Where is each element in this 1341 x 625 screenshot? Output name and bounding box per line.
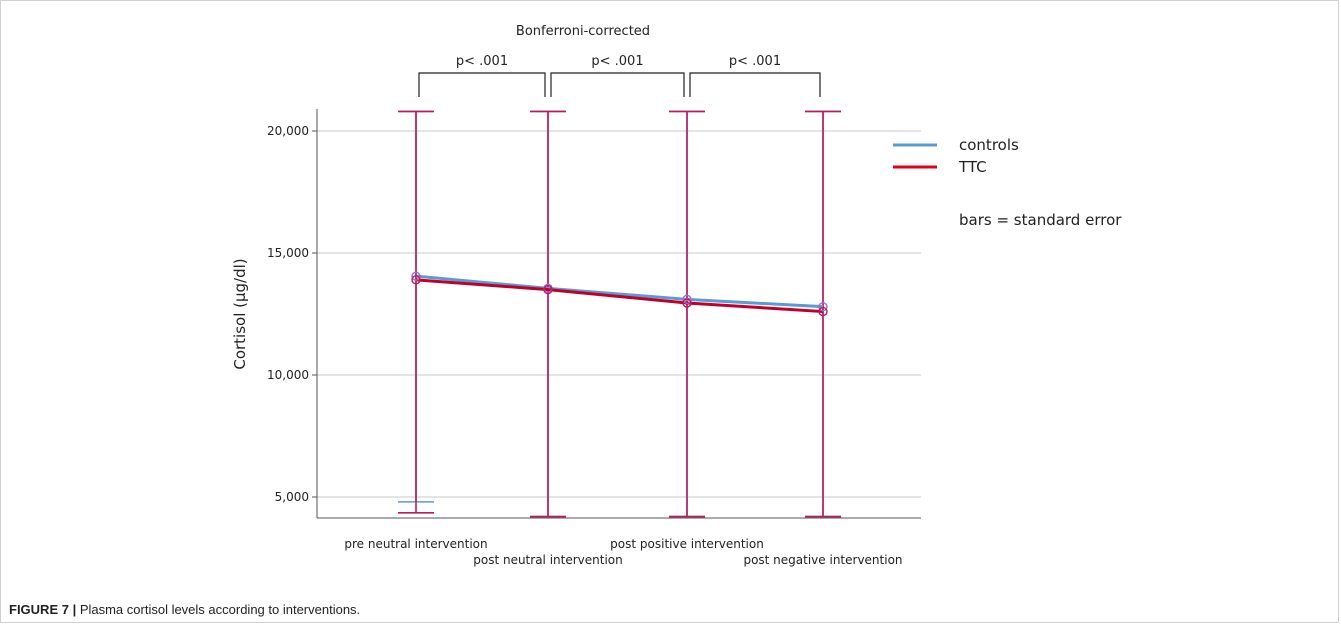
- caption-label: FIGURE 7 |: [9, 602, 77, 617]
- errorbar-layer: [398, 110, 841, 518]
- line-chart: 5,000 10,000 15,000 20,000 pre neutral inter…: [231, 24, 1122, 567]
- series-line-ttc: [415, 278, 824, 314]
- data-point: [818, 306, 828, 317]
- comparison-bracket: [418, 72, 546, 97]
- y-tick-label: 15,000: [267, 246, 309, 260]
- data-point: [682, 298, 692, 308]
- comparison-bracket: [550, 72, 685, 97]
- x-tick-label: pre neutral intervention: [344, 537, 487, 551]
- figure-caption: FIGURE 7 | Plasma cortisol levels accord…: [9, 602, 360, 617]
- axis-layer: 5,000 10,000 15,000 20,000 pre neutral inter…: [267, 109, 921, 567]
- chart-title: Bonferroni-corrected: [516, 24, 650, 39]
- x-tick-label: post neutral intervention: [473, 553, 623, 567]
- legend-entry: controls: [959, 136, 1019, 154]
- x-tick-label: post positive intervention: [610, 537, 764, 551]
- series-layer: [411, 271, 828, 317]
- y-tick-label: 20,000: [267, 124, 309, 138]
- legend-entry: TTC: [958, 158, 987, 176]
- y-tick-label: 10,000: [267, 368, 309, 382]
- x-tick-label: post negative intervention: [743, 553, 902, 567]
- y-tick-label: 5,000: [275, 490, 309, 504]
- y-axis-label: Cortisol (µg/dl): [231, 258, 249, 369]
- comparison-bracket: [689, 72, 821, 97]
- data-point: [818, 301, 828, 312]
- caption-text: Plasma cortisol levels according to inte…: [76, 602, 361, 617]
- legend-layer: controls TTC bars = standard error: [893, 136, 1122, 229]
- grid-layer: [317, 130, 921, 498]
- comparison-label: p< .001: [456, 54, 508, 69]
- comparison-label: p< .001: [591, 54, 643, 69]
- data-point: [543, 284, 553, 295]
- legend-note: bars = standard error: [959, 211, 1122, 229]
- comparison-label: p< .001: [729, 54, 781, 69]
- data-point: [411, 275, 421, 285]
- data-point: [682, 294, 692, 305]
- series-line-controls: [415, 274, 824, 309]
- comparison-layer: p< .001 p< .001 p< .001: [418, 54, 821, 97]
- data-point: [411, 271, 421, 281]
